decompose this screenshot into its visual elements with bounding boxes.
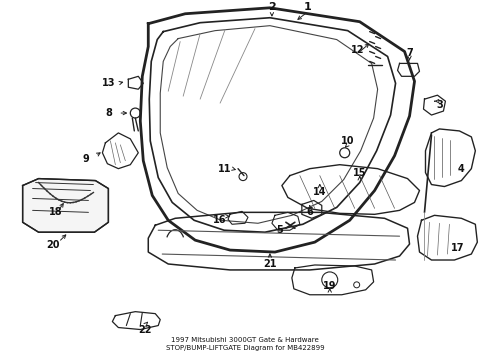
Text: 21: 21	[263, 259, 277, 269]
Text: 1997 Mitsubishi 3000GT Gate & Hardware
STOP/BUMP-LIFTGATE Diagram for MB422899: 1997 Mitsubishi 3000GT Gate & Hardware S…	[166, 337, 324, 351]
Text: 17: 17	[451, 243, 464, 253]
Text: 10: 10	[341, 136, 354, 146]
Text: 7: 7	[406, 49, 413, 58]
Text: 5: 5	[276, 225, 283, 235]
Text: 20: 20	[46, 240, 59, 250]
Text: 2: 2	[268, 2, 276, 12]
Text: 12: 12	[351, 45, 365, 54]
Text: 8: 8	[105, 108, 112, 118]
Text: 4: 4	[458, 164, 465, 174]
Text: 18: 18	[49, 207, 62, 217]
Text: 6: 6	[306, 207, 313, 217]
Text: 14: 14	[313, 188, 326, 198]
Text: 16: 16	[213, 215, 227, 225]
Text: 19: 19	[323, 281, 337, 291]
Text: 9: 9	[82, 154, 89, 164]
Text: 1: 1	[304, 2, 312, 12]
Text: 15: 15	[353, 168, 367, 177]
Polygon shape	[23, 179, 108, 232]
Text: 13: 13	[101, 78, 115, 88]
Text: 3: 3	[436, 100, 443, 110]
Text: 22: 22	[139, 324, 152, 334]
Text: 11: 11	[219, 164, 232, 174]
